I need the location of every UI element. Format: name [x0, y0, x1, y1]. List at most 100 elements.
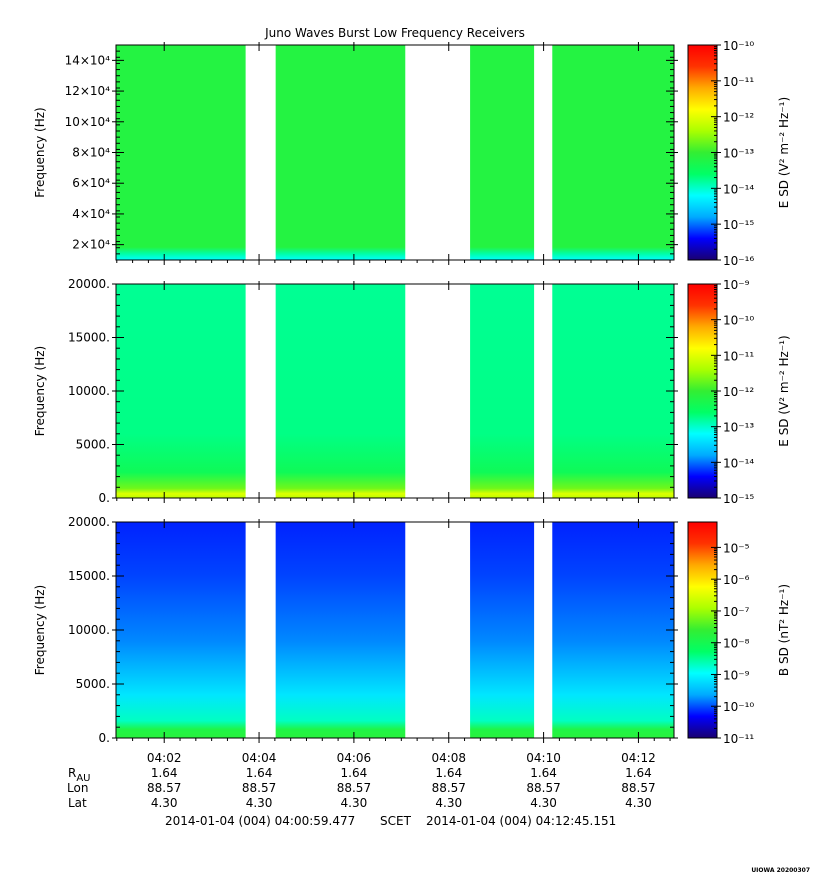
panel-3: 0. 5000. 10000. 15000. 20000. Frequency (Hz)…	[33, 515, 791, 746]
panel-1-y-tick-label-3: 6×10⁴	[72, 176, 110, 190]
panel-1-colorbar-ticks: 10⁻¹⁰ 10⁻¹¹ 10⁻¹² 10⁻¹³ 10⁻¹⁴ 10⁻¹⁵ 10⁻¹⁶	[711, 39, 754, 268]
panel-1-y-tick-label-2: 4×10⁴	[72, 207, 110, 221]
ephemeris-lon-value-6: 88.57	[621, 781, 655, 795]
panel-2-y-tick-label-1: 0.	[99, 491, 110, 505]
ephemeris-lon-value-3: 88.57	[337, 781, 371, 795]
ephemeris-r-value-4: 1.64	[435, 766, 462, 780]
panel-1-spectrogram	[116, 45, 674, 260]
panel-3-colorbar-label: B SD (nT² Hz⁻¹)	[777, 584, 791, 676]
footer-start-time: 2014-01-04 (004) 04:00:59.477	[165, 814, 355, 828]
ephemeris-r-value-1: 1.64	[151, 766, 178, 780]
panel-2-spectrogram	[116, 284, 674, 498]
ephemeris-r-value-3: 1.64	[341, 766, 368, 780]
ephemeris-lat-value-3: 4.30	[341, 796, 368, 810]
time-tick-label-4: 04:08	[431, 751, 466, 765]
panel-2-y-ticks: 0. 5000. 10000. 15000. 20000.	[68, 277, 678, 505]
panel-3-spectrogram	[116, 522, 674, 738]
time-tick-label-2: 04:04	[242, 751, 277, 765]
time-tick-label-1: 04:02	[147, 751, 182, 765]
footer-scet-label: SCET	[380, 814, 412, 828]
panel-3-y-ticks: 0. 5000. 10000. 15000. 20000.	[68, 515, 678, 745]
ephemeris-r-value-6: 1.64	[625, 766, 652, 780]
ephemeris-lat-value-1: 4.30	[151, 796, 178, 810]
panel-1: 2×10⁴ 4×10⁴ 6×10⁴ 8×10⁴ 10×10⁴ 12×10⁴ 14×10⁴ F…	[33, 39, 791, 268]
panel-2-colorbar-tick-label-1: 10⁻⁹	[723, 278, 750, 292]
time-tick-label-6: 04:12	[621, 751, 656, 765]
time-tick-labels: 04:02 04:04 04:06 04:08 04:10 04:12	[147, 751, 656, 765]
panel-3-data-gap-3	[534, 522, 553, 738]
ephemeris-table: RAU Lon Lat 1.6488.574.301.6488.574.301.…	[67, 766, 656, 810]
ephemeris-lon-value-5: 88.57	[526, 781, 560, 795]
panel-1-colorbar-tick-label-5: 10⁻¹⁴	[723, 182, 754, 196]
ephemeris-lon-value-4: 88.57	[432, 781, 466, 795]
panel-1-colorbar-tick-label-6: 10⁻¹⁵	[723, 218, 754, 232]
panel-2-y-axis-label: Frequency (Hz)	[33, 346, 47, 437]
ephemeris-lat-value-2: 4.30	[246, 796, 273, 810]
panel-2-data-gap-2	[405, 284, 471, 498]
version-stamp: UIOWA 20200307	[751, 867, 810, 874]
ephemeris-lat-value-5: 4.30	[530, 796, 557, 810]
panel-1-y-ticks: 2×10⁴ 4×10⁴ 6×10⁴ 8×10⁴ 10×10⁴ 12×10⁴ 14×10⁴	[65, 50, 678, 255]
panel-2-data-gap-1	[245, 284, 276, 498]
panel-1-gaps	[245, 45, 553, 260]
panel-2-spectrogram-fill	[116, 284, 674, 498]
ephemeris-label-r: RAU	[68, 766, 91, 784]
panel-3-y-tick-label-4: 15000.	[68, 569, 110, 583]
panel-3-y-tick-label-3: 10000.	[68, 623, 110, 637]
panel-1-data-gap-1	[245, 45, 276, 260]
panel-2-colorbar-tick-label-7: 10⁻¹⁵	[723, 492, 754, 506]
panel-3-colorbar-tick-label-7: 10⁻¹¹	[723, 732, 754, 746]
panel-3-data-gap-1	[245, 522, 276, 738]
time-tick-label-5: 04:10	[526, 751, 561, 765]
panel-2-colorbar-ticks: 10⁻⁹ 10⁻¹⁰ 10⁻¹¹ 10⁻¹² 10⁻¹³ 10⁻¹⁴ 10⁻¹⁵	[711, 278, 754, 506]
panel-3-spectrogram-fill	[116, 522, 674, 738]
panel-3-colorbar-tick-label-6: 10⁻¹⁰	[723, 700, 754, 714]
panel-1-colorbar-tick-label-7: 10⁻¹⁶	[723, 254, 754, 268]
ephemeris-r-value-2: 1.64	[246, 766, 273, 780]
panel-3-y-tick-label-2: 5000.	[76, 677, 110, 691]
panel-2-y-tick-label-2: 5000.	[76, 438, 110, 452]
chart-title: Juno Waves Burst Low Frequency Receivers	[264, 26, 525, 40]
panel-1-y-tick-label-6: 12×10⁴	[65, 84, 111, 98]
panel-2-x-ticks	[116, 281, 671, 503]
panel-1-colorbar-tick-label-4: 10⁻¹³	[723, 147, 754, 161]
ephemeris-label-r-subscript: AU	[76, 773, 90, 784]
panel-2-colorbar-tick-label-6: 10⁻¹⁴	[723, 456, 754, 470]
ephemeris-lon-value-1: 88.57	[147, 781, 181, 795]
ephemeris-label-r-text: R	[68, 766, 76, 780]
panel-1-y-tick-label-7: 14×10⁴	[65, 53, 111, 67]
panel-1-x-ticks	[116, 42, 671, 265]
panel-3-colorbar-tick-label-3: 10⁻⁷	[723, 605, 750, 619]
panel-2-y-tick-label-4: 15000.	[68, 331, 110, 345]
panel-2-colorbar-tick-label-4: 10⁻¹²	[723, 385, 754, 399]
panel-3-colorbar	[687, 521, 718, 739]
ephemeris-r-value-5: 1.64	[530, 766, 557, 780]
panel-3-colorbar-tick-label-4: 10⁻⁸	[723, 637, 750, 651]
panel-3-colorbar-tick-label-2: 10⁻⁶	[723, 573, 750, 587]
panel-3-colorbar-ticks: 10⁻⁵ 10⁻⁶ 10⁻⁷ 10⁻⁸ 10⁻⁹ 10⁻¹⁰ 10⁻¹¹	[711, 541, 754, 746]
panel-1-y-tick-label-1: 2×10⁴	[72, 238, 110, 252]
panel-3-x-ticks	[116, 519, 671, 743]
panel-3-y-tick-label-5: 20000.	[68, 515, 110, 529]
panel-1-colorbar-tick-label-2: 10⁻¹¹	[723, 75, 754, 89]
panel-1-colorbar-tick-label-3: 10⁻¹²	[723, 111, 754, 125]
panel-1-y-tick-label-5: 10×10⁴	[65, 115, 111, 129]
panel-2-y-tick-label-5: 20000.	[68, 277, 110, 291]
panel-2-colorbar-tick-label-3: 10⁻¹¹	[723, 349, 754, 363]
panel-1-colorbar-label: E SD (V² m⁻² Hz⁻¹)	[777, 97, 791, 208]
panel-1-colorbar-tick-label-1: 10⁻¹⁰	[723, 39, 754, 53]
panel-3-gaps	[245, 522, 553, 738]
ephemeris-label-lon: Lon	[67, 781, 88, 795]
panel-2-gaps	[245, 284, 553, 498]
panel-3-colorbar-tick-label-5: 10⁻⁹	[723, 668, 750, 682]
panel-2-colorbar-label: E SD (V² m⁻² Hz⁻¹)	[777, 335, 791, 446]
panel-3-data-gap-2	[405, 522, 471, 738]
panel-2: 0. 5000. 10000. 15000. 20000. Frequency (Hz)…	[33, 277, 791, 506]
ephemeris-lat-value-4: 4.30	[435, 796, 462, 810]
panel-1-spectrogram-fill	[116, 45, 674, 260]
panel-2-colorbar-tick-label-2: 10⁻¹⁰	[723, 314, 754, 328]
panel-2-data-gap-3	[534, 284, 553, 498]
panel-2-y-tick-label-3: 10000.	[68, 384, 110, 398]
ephemeris-label-lat: Lat	[68, 796, 87, 810]
